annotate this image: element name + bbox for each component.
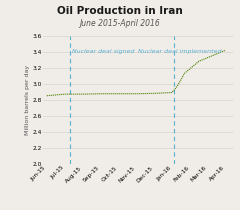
Text: Nuclear deal signed: Nuclear deal signed	[72, 49, 134, 54]
Y-axis label: Million barrels per day: Million barrels per day	[25, 65, 30, 135]
Text: Nuclear deal implemented: Nuclear deal implemented	[138, 49, 222, 54]
Text: June 2015-April 2016: June 2015-April 2016	[80, 19, 160, 28]
Text: Oil Production in Iran: Oil Production in Iran	[57, 6, 183, 16]
